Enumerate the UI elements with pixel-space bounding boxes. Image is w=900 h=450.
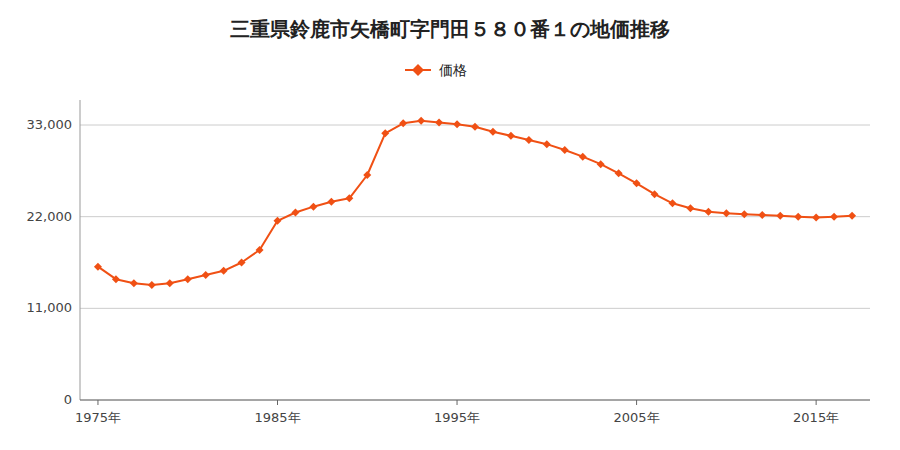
series-marker <box>381 129 389 137</box>
series-marker <box>561 146 569 154</box>
x-tick <box>277 400 278 405</box>
x-tick-label: 2005年 <box>614 410 660 425</box>
series-marker <box>112 275 120 283</box>
series-marker <box>489 128 497 136</box>
series-marker <box>579 153 587 161</box>
series-marker <box>543 140 551 148</box>
x-tick <box>457 400 458 405</box>
series-marker <box>615 169 623 177</box>
x-tick <box>636 400 637 405</box>
x-tick <box>97 400 98 405</box>
series-marker <box>848 212 856 220</box>
series-marker <box>220 267 228 275</box>
series-marker <box>202 271 210 279</box>
series-marker <box>507 132 515 140</box>
legend-label: 価格 <box>439 62 467 78</box>
grid-line <box>80 400 870 401</box>
series-marker <box>345 194 353 202</box>
series-marker <box>633 179 641 187</box>
series-marker <box>686 204 694 212</box>
series-marker <box>435 119 443 127</box>
x-tick-label: 1995年 <box>434 410 480 425</box>
chart-title: 三重県鈴鹿市矢橋町字門田５８０番１の地価推移 <box>230 17 670 41</box>
series-marker <box>327 198 335 206</box>
series-marker <box>722 209 730 217</box>
x-tick <box>816 400 817 405</box>
series-marker <box>94 263 102 271</box>
grid-line <box>80 216 870 217</box>
series-marker <box>776 212 784 220</box>
series-marker <box>812 214 820 222</box>
y-tick-label: 22,000 <box>27 209 73 224</box>
series-marker <box>704 208 712 216</box>
series-marker <box>274 217 282 225</box>
series-marker <box>794 213 802 221</box>
series-marker <box>238 259 246 267</box>
series-marker <box>740 210 748 218</box>
series-marker <box>148 281 156 289</box>
x-axis-line <box>80 400 870 401</box>
y-tick-label: 11,000 <box>27 300 73 315</box>
series-marker <box>830 213 838 221</box>
x-tick-label: 1975年 <box>75 410 121 425</box>
series-marker <box>399 119 407 127</box>
series-marker <box>417 117 425 125</box>
chart-svg: 三重県鈴鹿市矢橋町字門田５８０番１の地価推移 0 11,000 22,000 33,00… <box>0 0 900 450</box>
chart-container: 三重県鈴鹿市矢橋町字門田５８０番１の地価推移 0 11,000 22,000 33,00… <box>0 0 900 450</box>
series-marker <box>453 120 461 128</box>
series-marker <box>651 190 659 198</box>
series-marker <box>669 199 677 207</box>
series-marker <box>363 171 371 179</box>
series-marker <box>166 279 174 287</box>
x-tick-label: 2015年 <box>793 410 839 425</box>
series-marker <box>309 203 317 211</box>
y-axis-line <box>80 100 81 400</box>
grid <box>80 125 870 400</box>
series-marker <box>758 211 766 219</box>
x-tick-label: 1985年 <box>254 410 300 425</box>
y-tick-label: 33,000 <box>27 117 73 132</box>
series-line <box>98 121 852 285</box>
y-tick-label: 0 <box>64 392 72 407</box>
legend-marker <box>412 64 424 76</box>
axes: 0 11,000 22,000 33,000 1975年 1985年 1995年 2005年 2… <box>27 100 871 425</box>
series-marker <box>184 275 192 283</box>
series-marker <box>130 279 138 287</box>
grid-line <box>80 308 870 309</box>
series-marker <box>471 123 479 131</box>
series-marker <box>525 136 533 144</box>
legend: 価格 <box>405 62 467 78</box>
series-marker <box>291 209 299 217</box>
plot-area <box>94 117 856 289</box>
series-marker <box>597 160 605 168</box>
series-marker <box>256 246 264 254</box>
